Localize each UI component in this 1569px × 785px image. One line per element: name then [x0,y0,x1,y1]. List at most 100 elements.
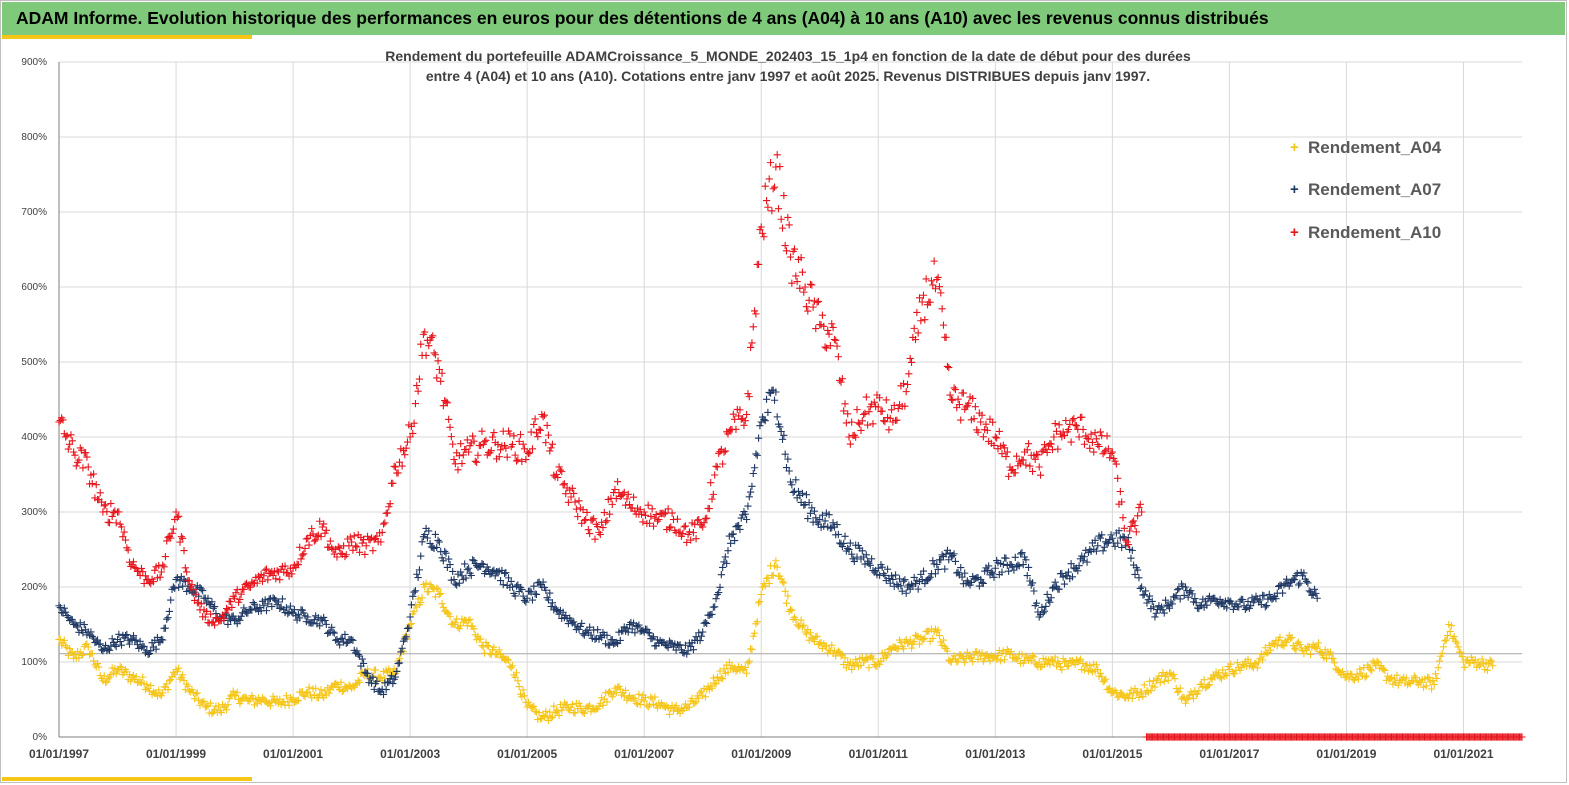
data-point-filler [834,353,842,361]
data-point-filler [60,604,68,612]
data-point-filler [820,322,828,330]
data-point-filler [116,662,124,670]
data-point-filler [1103,539,1111,547]
data-point-filler [542,439,550,447]
data-point [947,395,956,404]
data-point-filler [1175,687,1183,696]
data-point-filler [1314,639,1323,647]
y-tick-label: 700% [21,207,47,218]
data-point-filler [854,419,862,427]
data-point-filler [695,694,703,702]
data-point [1050,658,1058,666]
data-point-filler [229,687,237,695]
data-point-filler [788,279,796,287]
data-point-filler [358,539,366,547]
data-point-filler [579,708,587,717]
data-point-filler [841,400,849,408]
data-point-filler [721,447,729,455]
data-point-filler [59,416,67,424]
data-point-filler [580,517,588,525]
data-point-filler [1040,607,1049,615]
data-point-filler [661,509,670,517]
data-point-filler [876,660,884,668]
data-point-filler [132,673,140,681]
data-point-filler [748,645,756,654]
data-point-filler [1016,550,1025,558]
data-point-filler [446,612,454,620]
data-point-filler [309,619,317,627]
data-point-filler [1051,653,1059,661]
data-point-filler [1001,444,1009,452]
data-point [830,335,838,344]
data-point-filler [612,638,620,646]
data-point-filler [883,565,892,573]
data-point [977,652,985,660]
data-point-filler [282,692,291,700]
data-point [640,508,648,516]
data-point [391,463,400,471]
data-point-filler [954,657,962,665]
data-point-filler [983,566,991,575]
data-point [874,564,882,572]
data-point-filler [1099,547,1107,555]
data-point-filler [981,655,989,663]
data-point-filler [864,421,872,429]
data-point-filler [737,415,745,423]
data-point-filler [256,574,264,582]
data-point-filler [942,550,950,558]
data-point-filler [1026,462,1034,470]
data-point-filler [1091,536,1099,544]
data-point-filler [931,570,940,578]
data-point-filler [1100,448,1108,456]
data-point-filler [756,422,764,430]
data-point-filler [1070,414,1078,423]
data-point-filler [68,616,76,624]
data-point-filler [606,687,614,696]
data-point-filler [539,578,547,586]
data-point-filler [715,588,723,597]
data-point-filler [407,620,416,628]
data-point-filler [430,349,438,357]
data-point-filler [1184,593,1192,601]
data-point-filler [721,553,729,561]
data-point-filler [1451,637,1460,645]
data-point-filler [112,519,120,527]
data-point [596,530,604,539]
data-point-filler [848,550,856,558]
data-point-filler [624,628,632,636]
data-point-filler [253,579,261,587]
data-point-filler [536,426,545,434]
data-point-filler [938,551,946,559]
data-point-filler [1241,605,1249,613]
data-point-filler [720,665,728,673]
data-point-filler [103,508,111,516]
data-point-filler [100,672,108,680]
data-point-filler [434,585,442,593]
data-point-filler [338,634,346,642]
data-point-filler [62,433,70,441]
data-point-filler [761,417,769,425]
data-point-filler [983,426,991,434]
data-point-filler [683,650,691,658]
data-point-filler [599,524,607,532]
data-point-filler [636,700,644,709]
data-point-filler [1279,641,1287,649]
x-tick-label: 01/01/2021 [1433,747,1493,761]
data-point-filler [850,557,858,566]
data-point-filler [731,415,739,423]
data-point-filler [1048,446,1057,454]
data-point-filler [334,543,342,551]
data-point-filler [1143,599,1151,607]
data-point [655,515,663,524]
data-point-filler [516,431,525,439]
data-point-filler [222,604,231,613]
data-point-filler [353,543,361,551]
data-point-filler [568,700,576,709]
data-point-filler [1067,560,1075,568]
data-point-filler [502,569,510,577]
data-point-filler [868,555,876,563]
data-point-filler [643,625,651,634]
data-point-filler [528,703,537,711]
data-point-filler [503,453,511,461]
data-point-filler [1040,441,1049,449]
